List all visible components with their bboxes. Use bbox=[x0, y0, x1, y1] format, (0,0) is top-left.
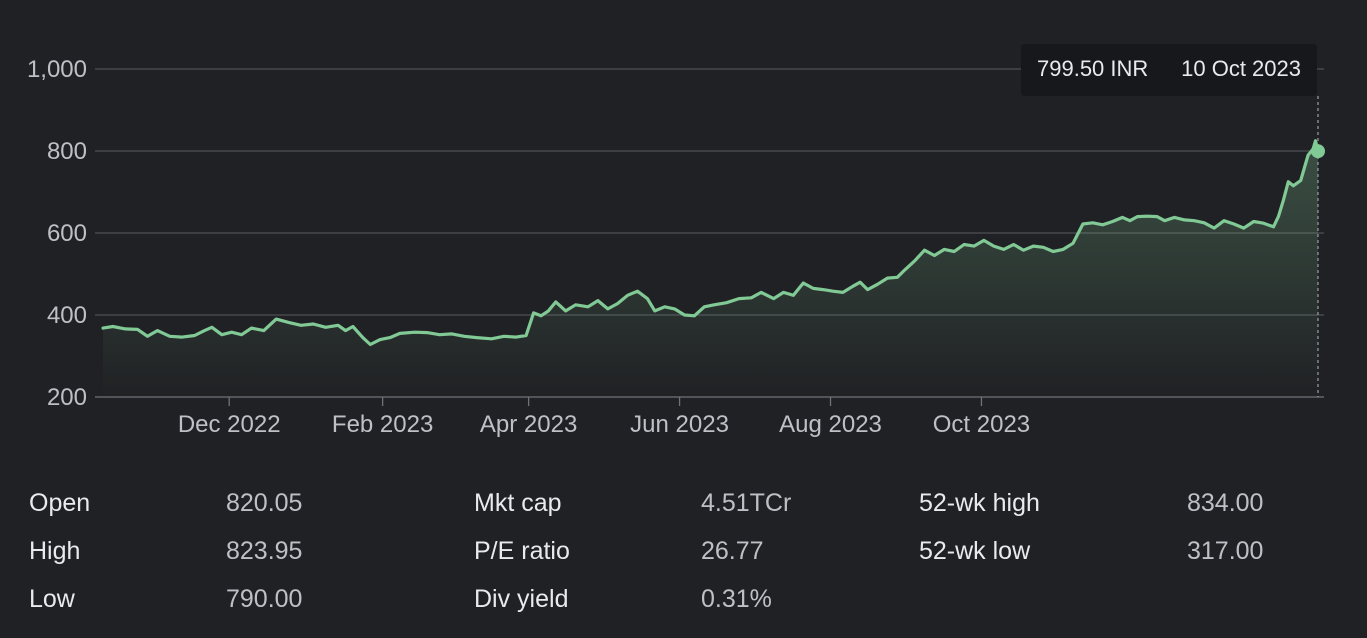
mktcap-value: 4.51TCr bbox=[701, 489, 792, 517]
mktcap-label: Mkt cap bbox=[474, 489, 562, 517]
y-tick-label: 600 bbox=[47, 220, 87, 247]
x-tick-label: Oct 2023 bbox=[933, 411, 1030, 438]
stats-table: Open 820.05 High 823.95 Low 790.00 Mkt c… bbox=[0, 478, 1367, 628]
hover-point bbox=[1311, 144, 1325, 159]
div-yield-label: Div yield bbox=[474, 585, 569, 613]
axis-ticks: 200 400 600 800 1,000 Dec 2022 Feb 2023 Apr 202… bbox=[27, 56, 1030, 438]
open-value: 820.05 bbox=[226, 489, 303, 517]
tooltip-date: 10 Oct 2023 bbox=[1181, 56, 1301, 81]
x-tick-label: Dec 2022 bbox=[178, 411, 281, 438]
y-tick-label: 800 bbox=[47, 138, 87, 165]
x-tick-label: Apr 2023 bbox=[480, 411, 577, 438]
y-tick-label: 200 bbox=[47, 384, 87, 411]
div-yield-value: 0.31% bbox=[701, 585, 772, 613]
y-tick-label: 400 bbox=[47, 302, 87, 329]
low-value: 790.00 bbox=[226, 585, 303, 613]
x-tick-label: Feb 2023 bbox=[332, 411, 433, 438]
tooltip-value: 799.50 INR bbox=[1037, 56, 1148, 81]
x-tick-label: Jun 2023 bbox=[630, 411, 729, 438]
low-label: Low bbox=[29, 585, 75, 613]
price-area bbox=[103, 140, 1318, 398]
price-line-group bbox=[101, 139, 1320, 347]
x-tick-label: Aug 2023 bbox=[779, 411, 882, 438]
y-tick-label: 1,000 bbox=[27, 56, 87, 83]
pe-ratio-label: P/E ratio bbox=[474, 537, 570, 565]
pe-ratio-value: 26.77 bbox=[701, 537, 764, 565]
52wk-low-label: 52-wk low bbox=[919, 537, 1031, 565]
price-chart[interactable]: 200 400 600 800 1,000 Dec 2022 Feb 2023 Apr 202… bbox=[0, 0, 1367, 470]
high-label: High bbox=[29, 537, 81, 565]
open-label: Open bbox=[29, 489, 91, 517]
52wk-high-label: 52-wk high bbox=[919, 489, 1040, 517]
52wk-high-value: 834.00 bbox=[1187, 489, 1264, 517]
tooltip-box bbox=[1021, 44, 1317, 96]
hover-tooltip: 799.50 INR 10 Oct 2023 bbox=[1021, 44, 1325, 397]
high-value: 823.95 bbox=[226, 537, 303, 565]
52wk-low-value: 317.00 bbox=[1187, 537, 1264, 565]
price-line bbox=[101, 139, 1320, 347]
price-area-fill bbox=[103, 140, 1318, 398]
